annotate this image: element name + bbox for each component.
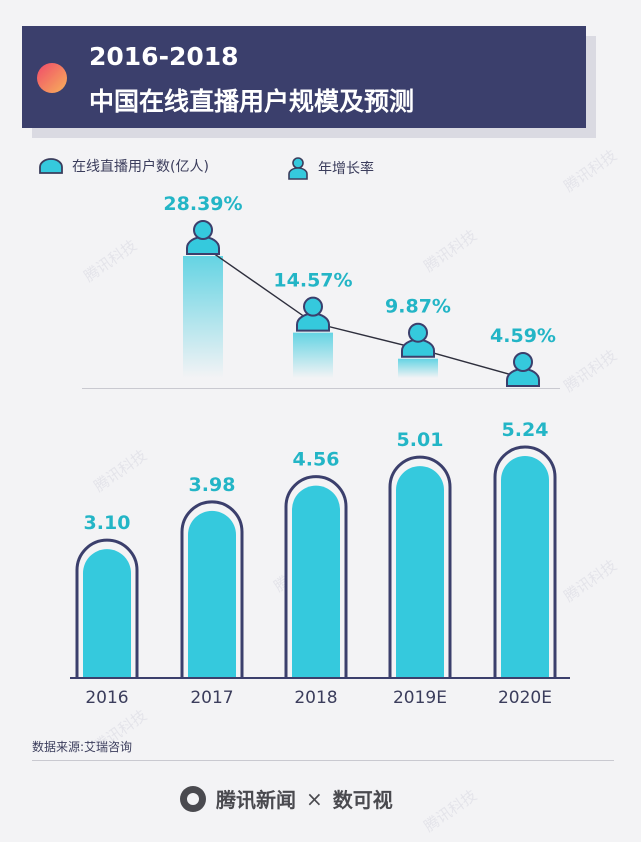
x-tick-label: 2020E (498, 688, 552, 708)
x-tick-label: 2016 (85, 688, 128, 708)
bar (292, 485, 340, 678)
bar (501, 456, 549, 678)
person-icon (288, 157, 308, 180)
growth-marker-head (303, 296, 323, 317)
legend-users-label: 在线直播用户数(亿人) (72, 159, 209, 175)
half-dome-icon (39, 158, 63, 174)
x-tick-label: 2019E (393, 688, 447, 708)
source-divider (32, 760, 614, 761)
legend-growth-label: 年增长率 (318, 161, 374, 177)
growth-data-label: 14.57% (273, 270, 352, 292)
growth-marker-head (193, 220, 213, 240)
title-dot-icon (37, 63, 67, 93)
bar (83, 549, 131, 678)
x-tick-label: 2017 (190, 688, 233, 708)
bar (188, 510, 237, 678)
chart-title-line2: 中国在线直播用户规模及预测 (89, 87, 415, 116)
footer: 腾讯新闻 × 数可视 (180, 784, 393, 813)
bar-data-label: 3.98 (189, 474, 236, 496)
growth-line (202, 245, 524, 379)
tencent-news-logo-icon (180, 785, 206, 812)
growth-data-label: 28.39% (163, 193, 242, 215)
x-tick-label: 2018 (294, 688, 337, 708)
bar (396, 466, 444, 678)
bar-data-label: 4.56 (293, 449, 340, 471)
growth-data-label: 9.87% (385, 296, 451, 318)
growth-beam (398, 358, 438, 378)
growth-beam (183, 256, 223, 378)
growth-marker-head (513, 352, 533, 372)
bar-data-label: 3.10 (84, 512, 131, 534)
legend-item-growth: 年增长率 (286, 156, 374, 180)
bar-data-label: 5.24 (502, 419, 549, 441)
bar-data-label: 5.01 (397, 429, 444, 451)
title-box (22, 26, 586, 128)
growth-beam (293, 332, 333, 378)
growth-data-label: 4.59% (490, 325, 556, 347)
legend-item-users: 在线直播用户数(亿人) (38, 156, 209, 176)
footer-times: × (306, 786, 323, 811)
data-source: 数据来源:艾瑞咨询 (32, 740, 133, 754)
growth-marker-head (408, 322, 428, 343)
footer-partner: 数可视 (332, 788, 393, 812)
footer-brand: 腾讯新闻 (216, 788, 296, 812)
chart-title-line1: 2016-2018 (89, 42, 239, 71)
growth-baseline (82, 388, 560, 389)
